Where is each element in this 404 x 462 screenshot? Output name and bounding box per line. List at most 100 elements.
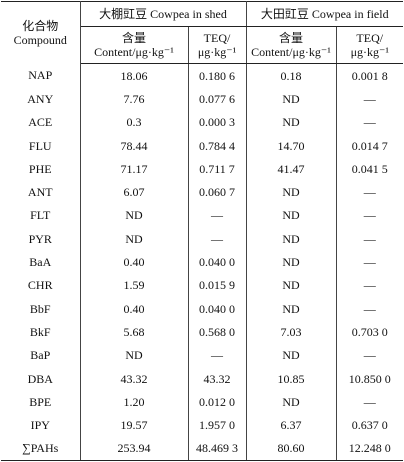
table-row: BkF 5.68 0.568 0 7.03 0.703 0 [1, 320, 403, 344]
value-cell: ND [245, 110, 337, 134]
value-cell: 41.47 [245, 157, 337, 181]
value-cell: 5.68 [79, 320, 189, 344]
value-cell: 10.850 0 [335, 366, 403, 391]
value-cell: 6.37 [245, 413, 337, 437]
value-cell: ND [79, 227, 189, 251]
value-cell: — [335, 343, 403, 367]
compound-cell: FLU [1, 133, 81, 158]
value-cell: 0.40 [79, 250, 189, 274]
value-cell: ND [245, 296, 337, 321]
value-cell: 18.06 [79, 63, 189, 88]
value-cell: — [335, 110, 403, 134]
value-cell: 19.57 [79, 413, 189, 437]
value-cell: 14.70 [245, 133, 337, 158]
value-cell: 10.85 [245, 366, 337, 391]
value-cell: 0.703 0 [335, 320, 403, 344]
compound-cell: ACE [1, 110, 81, 134]
group-header: 大田豇豆 Cowpea in field [245, 1, 403, 27]
value-cell: — [335, 296, 403, 321]
value-cell: 1.59 [79, 273, 189, 297]
value-cell: 0.014 7 [335, 133, 403, 158]
subcolumn-header: 含量 Content/μg·kg⁻¹ [245, 26, 337, 64]
subcolumn-header: TEQ/μg·kg⁻¹ [187, 26, 247, 64]
value-cell: 0.3 [79, 110, 189, 134]
value-cell: 80.60 [245, 436, 337, 462]
value-cell: — [335, 250, 403, 274]
table-row: ANY 7.76 0.077 6 ND — [1, 87, 403, 111]
table-row: DBA 43.32 43.32 10.85 10.850 0 [1, 366, 403, 391]
value-cell: — [187, 227, 247, 251]
value-cell: ND [245, 203, 337, 228]
value-cell: ND [245, 180, 337, 204]
compound-cell: DBA [1, 366, 81, 391]
value-cell: 78.44 [79, 133, 189, 158]
compound-cell: FLT [1, 203, 81, 228]
value-cell: 0.000 3 [187, 110, 247, 134]
value-cell: — [335, 273, 403, 297]
group-header: 大棚豇豆 Cowpea in shed [79, 1, 247, 27]
table-row: BPE 1.20 0.012 0 ND — [1, 390, 403, 414]
value-cell: — [187, 203, 247, 228]
compound-cell: BPE [1, 390, 81, 414]
header-row: 含量 Content/μg·kg⁻¹ TEQ/μg·kg⁻¹ 含量 Content/μg… [1, 26, 403, 64]
table-row: ANT 6.07 0.060 7 ND — [1, 180, 403, 204]
value-cell: 0.041 5 [335, 157, 403, 181]
compound-cell: CHR [1, 273, 81, 297]
value-cell: 0.711 7 [187, 157, 247, 181]
table-row: ∑PAHs 253.94 48.469 3 80.60 12.248 0 [1, 436, 403, 462]
value-cell: 1.957 0 [187, 413, 247, 437]
value-cell: 0.060 7 [187, 180, 247, 204]
table-row: IPY 19.57 1.957 0 6.37 0.637 0 [1, 413, 403, 437]
value-cell: 0.180 6 [187, 63, 247, 88]
value-cell: — [335, 390, 403, 414]
compound-header: 化合物 Compound [1, 1, 81, 64]
table-row: NAP 18.06 0.180 6 0.18 0.001 8 [1, 63, 403, 88]
value-cell: 43.32 [187, 366, 247, 391]
value-cell: 0.015 9 [187, 273, 247, 297]
compound-cell: PHE [1, 157, 81, 181]
table-body: NAP 18.06 0.180 6 0.18 0.001 8 ANY 7.76 0.077 6… [1, 63, 403, 462]
header-text: μg·kg⁻¹ [197, 45, 237, 59]
value-cell: 0.637 0 [335, 413, 403, 437]
value-cell: — [187, 343, 247, 367]
value-cell: 1.20 [79, 390, 189, 414]
value-cell: — [335, 87, 403, 111]
compound-cell: ANY [1, 87, 81, 111]
table-row: BbF 0.40 0.040 0 ND — [1, 296, 403, 321]
value-cell: ND [245, 87, 337, 111]
compound-cell: BaP [1, 343, 81, 367]
header-text: Content/μg·kg⁻¹ [251, 45, 331, 59]
table-row: BaA 0.40 0.040 0 ND — [1, 250, 403, 274]
subcolumn-header: TEQ/μg·kg⁻¹ [335, 26, 403, 64]
header-text: TEQ/ [356, 31, 384, 45]
value-cell: 43.32 [79, 366, 189, 391]
compound-cell: BbF [1, 296, 81, 321]
value-cell: 0.040 0 [187, 296, 247, 321]
value-cell: ND [245, 273, 337, 297]
value-cell: 0.077 6 [187, 87, 247, 111]
value-cell: 48.469 3 [187, 436, 247, 462]
compound-cell: NAP [1, 63, 81, 88]
compound-cell: ∑PAHs [1, 436, 81, 462]
table-row: ACE 0.3 0.000 3 ND — [1, 110, 403, 134]
subcolumn-header: 含量 Content/μg·kg⁻¹ [80, 26, 189, 64]
value-cell: 253.94 [79, 436, 189, 462]
table-row: PYR ND — ND — [1, 227, 403, 251]
value-cell: 7.76 [79, 87, 189, 111]
header-text: 化合物 [22, 18, 59, 33]
value-cell: 71.17 [79, 157, 189, 181]
header-row: 化合物 Compound 大棚豇豆 Cowpea in shed 大田豇豆 Co… [1, 1, 403, 64]
value-cell: — [335, 203, 403, 228]
table-row: PHE 71.17 0.711 7 41.47 0.041 5 [1, 157, 403, 181]
value-cell: — [335, 227, 403, 251]
value-cell: 0.40 [79, 296, 189, 321]
value-cell: 0.001 8 [335, 63, 403, 88]
value-cell: ND [245, 250, 337, 274]
value-cell: ND [245, 343, 337, 367]
value-cell: ND [245, 390, 337, 414]
value-cell: — [335, 180, 403, 204]
header-text: TEQ/ [203, 31, 231, 45]
value-cell: 7.03 [245, 320, 337, 344]
